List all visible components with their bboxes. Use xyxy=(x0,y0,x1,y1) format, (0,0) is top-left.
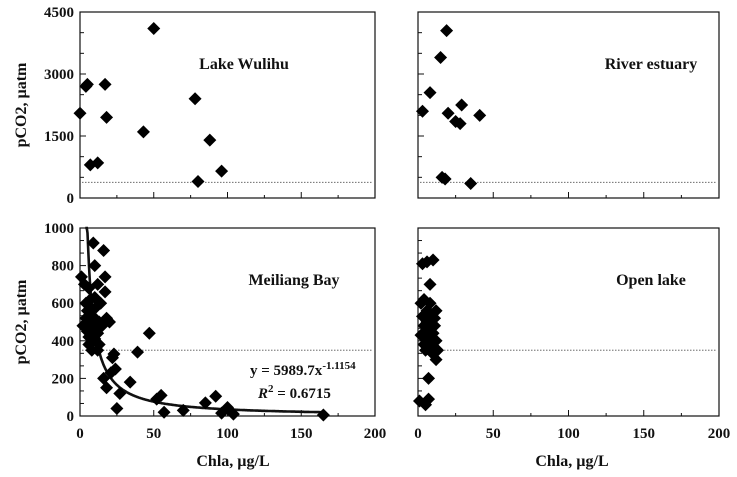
fit-equation: y = 5989.7x-1.1154 xyxy=(250,360,356,379)
y-axis-label-bottom: pCO2, µatm xyxy=(13,279,30,364)
data-point-meiliang-bay xyxy=(157,405,171,419)
data-point-meiliang-bay xyxy=(91,277,105,291)
data-point-meiliang-bay xyxy=(176,403,190,417)
panel-frame-open-lake xyxy=(417,227,720,417)
x-tick-label-meiliang-bay: 50 xyxy=(146,426,161,442)
data-point-river-estuary xyxy=(453,117,467,131)
data-point-lake-wulihu xyxy=(136,125,150,139)
data-point-open-lake xyxy=(422,392,436,406)
data-point-meiliang-bay xyxy=(108,362,122,376)
data-point-lake-wulihu xyxy=(98,77,112,91)
fit-curve-meiliang-bay xyxy=(85,226,323,414)
data-point-open-lake xyxy=(428,319,442,333)
data-point-river-estuary xyxy=(438,172,452,186)
data-point-meiliang-bay xyxy=(98,285,112,299)
data-point-meiliang-bay xyxy=(103,315,116,329)
x-tick-label-open-lake: 50 xyxy=(486,426,501,442)
data-point-lake-wulihu xyxy=(80,77,94,91)
data-point-meiliang-bay xyxy=(198,396,212,410)
x-tick-label-meiliang-bay: 200 xyxy=(364,426,387,442)
data-point-lake-wulihu xyxy=(188,92,202,106)
data-point-meiliang-bay xyxy=(100,381,114,395)
data-point-meiliang-bay xyxy=(209,389,223,403)
data-point-river-estuary xyxy=(473,108,487,122)
y-tick-label-meiliang-bay: 400 xyxy=(52,334,75,350)
fit-r-squared: R2 = 0.6715 xyxy=(257,383,331,402)
data-point-lake-wulihu xyxy=(191,174,205,188)
data-point-river-estuary xyxy=(441,106,455,120)
data-point-meiliang-bay xyxy=(131,345,145,359)
y-tick-label-lake-wulihu: 0 xyxy=(67,191,75,207)
data-point-river-estuary xyxy=(434,50,448,64)
r-squared-symbol: R xyxy=(257,386,268,402)
data-point-open-lake xyxy=(426,253,440,267)
data-point-open-lake xyxy=(423,296,437,310)
data-point-river-estuary xyxy=(464,177,478,191)
x-tick-label-meiliang-bay: 100 xyxy=(216,426,239,442)
data-point-meiliang-bay xyxy=(226,407,240,421)
x-axis-label-meiliang-bay: Chla, µg/L xyxy=(196,453,269,470)
panel-frame-lake-wulihu xyxy=(79,11,376,199)
y-tick-label-lake-wulihu: 4500 xyxy=(44,5,74,21)
data-point-lake-wulihu xyxy=(73,106,87,120)
panel-title-open-lake: Open lake xyxy=(616,272,686,289)
y-tick-label-meiliang-bay: 800 xyxy=(52,259,75,275)
data-point-meiliang-bay xyxy=(94,296,108,310)
data-point-river-estuary xyxy=(449,115,463,129)
fit-equation-exponent: -1.1154 xyxy=(322,360,356,372)
data-point-open-lake xyxy=(429,304,443,318)
data-point-river-estuary xyxy=(423,86,437,100)
x-tick-label-open-lake: 200 xyxy=(708,426,731,442)
data-point-meiliang-bay xyxy=(142,326,156,340)
data-point-open-lake xyxy=(429,353,443,367)
panel-title-lake-wulihu: Lake Wulihu xyxy=(199,56,289,73)
y-tick-label-lake-wulihu: 1500 xyxy=(44,129,74,145)
data-point-lake-wulihu xyxy=(100,110,114,124)
data-point-meiliang-bay xyxy=(92,338,106,352)
x-tick-label-open-lake: 150 xyxy=(633,426,656,442)
data-point-meiliang-bay xyxy=(86,236,100,250)
data-point-river-estuary xyxy=(440,24,454,38)
y-tick-label-meiliang-bay: 200 xyxy=(52,371,75,387)
x-tick-label-meiliang-bay: 150 xyxy=(290,426,313,442)
panel-title-river-estuary: River estuary xyxy=(605,56,698,73)
data-point-meiliang-bay xyxy=(154,388,168,402)
data-point-lake-wulihu xyxy=(91,156,105,170)
fit-equation-text: y = 5989.7x xyxy=(250,363,323,379)
data-point-river-estuary xyxy=(416,104,430,118)
panel-title-meiliang-bay: Meiliang Bay xyxy=(248,272,339,289)
data-point-meiliang-bay xyxy=(107,347,121,361)
data-point-lake-wulihu xyxy=(215,164,229,178)
x-tick-label-open-lake: 100 xyxy=(557,426,580,442)
data-point-meiliang-bay xyxy=(88,259,102,273)
data-point-meiliang-bay xyxy=(110,401,124,415)
y-tick-label-lake-wulihu: 3000 xyxy=(44,67,74,83)
y-axis-label-top: pCO2, µatm xyxy=(13,62,30,147)
x-tick-label-open-lake: 0 xyxy=(414,426,422,442)
data-point-river-estuary xyxy=(455,98,469,112)
data-point-meiliang-bay xyxy=(113,386,127,400)
data-point-open-lake xyxy=(422,371,436,385)
data-point-open-lake xyxy=(423,277,437,291)
data-point-open-lake xyxy=(431,343,445,357)
y-tick-label-meiliang-bay: 0 xyxy=(67,409,75,425)
x-axis-label-open-lake: Chla, µg/L xyxy=(535,453,608,470)
data-point-lake-wulihu xyxy=(147,22,161,36)
x-tick-label-meiliang-bay: 0 xyxy=(76,426,84,442)
data-point-meiliang-bay xyxy=(123,375,137,389)
data-point-lake-wulihu xyxy=(203,133,217,147)
data-point-meiliang-bay xyxy=(316,408,330,422)
data-point-open-lake xyxy=(429,334,443,348)
y-tick-label-meiliang-bay: 1000 xyxy=(44,221,74,237)
data-point-meiliang-bay xyxy=(98,270,112,284)
y-tick-label-meiliang-bay: 600 xyxy=(52,296,75,312)
data-point-meiliang-bay xyxy=(97,244,111,258)
r-squared-value: = 0.6715 xyxy=(274,386,331,402)
r-squared-exponent: 2 xyxy=(268,383,274,395)
